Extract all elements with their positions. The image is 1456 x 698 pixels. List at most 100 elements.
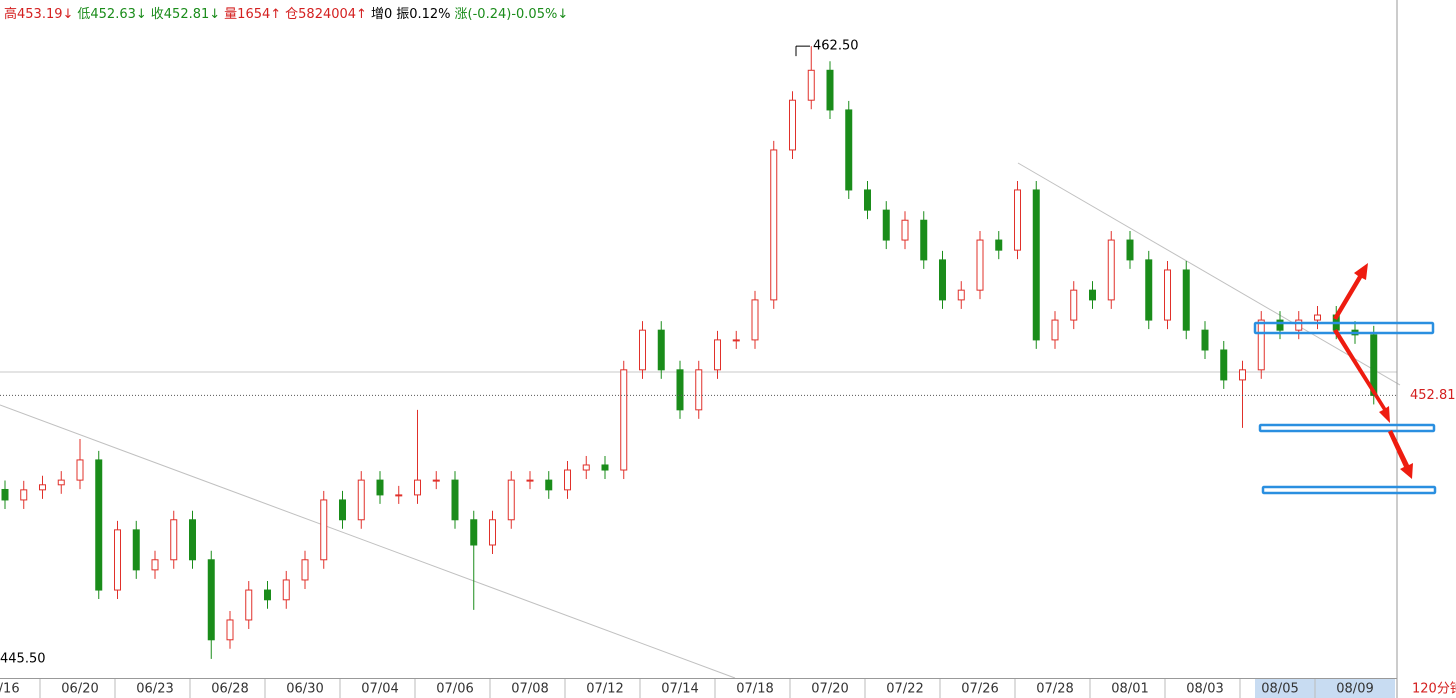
x-tick-label: 6/16 [0,682,20,697]
candle-body [489,519,496,546]
x-tick-label: 07/04 [361,682,398,697]
period-label: 120分钟 [1412,681,1456,697]
candle-body [1164,269,1171,321]
candle-body [1370,334,1378,396]
candle-body [1107,239,1115,301]
candle-body [770,149,778,301]
x-tick-label: 07/18 [736,682,773,697]
candle-body [826,69,834,111]
candle-body [526,479,534,482]
candle-body [1201,329,1209,351]
candle-body [114,529,121,591]
candle-body [601,464,609,471]
header-item: 仓5824004↑ [285,7,367,22]
candle-body [920,219,928,261]
header: 高453.19↓ 低452.63↓ 收452.81↓ 量1654↑ 仓5824004↑ 增… [4,3,572,22]
candle-body [264,589,271,601]
candle-body [676,369,684,411]
candle-body [432,479,440,482]
candle-body [95,459,103,591]
x-tick-label: 08/03 [1186,682,1223,697]
candle-body [339,499,346,521]
candle-body [226,619,234,641]
candle-body [507,479,515,521]
x-tick-label: 07/14 [661,682,698,697]
x-tick-label: 07/22 [886,682,923,697]
candle-body [1220,349,1228,381]
candle-body [1257,319,1265,371]
x-tick-label: 06/30 [286,682,323,697]
candle-body [1295,319,1303,331]
candle-body [845,109,853,191]
header-item: 振0.12% [396,7,451,22]
candle-body [695,369,703,411]
candle-body [545,479,553,491]
x-tick-label: 07/12 [586,682,623,697]
candle-body [582,464,590,471]
candle-body [882,209,890,241]
x-tick-label: 08/05 [1261,682,1298,697]
candle-body [957,289,965,301]
arrow [1333,329,1390,423]
arrow [1388,430,1413,479]
candle-body [1239,369,1246,381]
candle-body [864,189,871,211]
header-item: 高453.19↓ [4,7,74,22]
candle-body [170,519,178,561]
candle-body [639,329,646,371]
candle-body [1032,189,1040,341]
header-item: 收452.81↓ [150,7,221,22]
date-highlight [1255,679,1395,698]
candle-body [1051,319,1059,341]
candle-body [245,589,253,621]
candles [1,46,1378,659]
candle-body [376,479,384,496]
x-tick-label: 07/20 [811,682,848,697]
candle-body [301,559,309,581]
x-tick-label: 07/08 [511,682,548,697]
candle-body [1314,314,1321,321]
candle-body [976,239,984,291]
candle-body [76,459,84,481]
x-tick-label: 06/23 [136,682,173,697]
candle-body [789,99,796,151]
candle-body [132,529,140,571]
level-box [1261,485,1437,495]
candle-body [1070,289,1078,321]
candle-body [470,519,478,546]
candle-body [39,484,46,491]
level-box [1258,423,1436,433]
candle-body [995,239,1003,251]
candle-body [451,479,459,521]
candle-body [57,479,65,486]
arrows [1333,263,1413,479]
candle-body [357,479,365,521]
candle-body [414,479,421,496]
x-tick-label: 08/01 [1111,682,1148,697]
candle-body [751,299,759,341]
candle-body [657,329,665,371]
trend-line [0,404,736,679]
annotation-label: 445.50 [0,651,46,666]
header-item: 低452.63↓ [77,7,147,22]
candle-body [282,579,290,601]
candle-body [20,489,28,501]
x-tick-label: 06/20 [61,682,98,697]
candle-body [807,69,815,101]
level-box [1253,321,1435,335]
header-item: 涨(-0.24)-0.05%↓ [454,7,569,22]
candle-body [564,469,571,491]
candle-body [1145,259,1153,321]
candle-body [1089,289,1096,301]
x-tick-label: 08/09 [1336,682,1373,697]
candle-body [732,339,740,342]
candle-body [320,499,328,561]
last-price-label: 452.81 [1410,388,1456,403]
candle-body [1126,239,1134,261]
candle-body [901,219,909,241]
candle-body [620,369,628,471]
header-item: 增0 [370,7,393,22]
annotation-label: 462.50 [813,39,859,54]
